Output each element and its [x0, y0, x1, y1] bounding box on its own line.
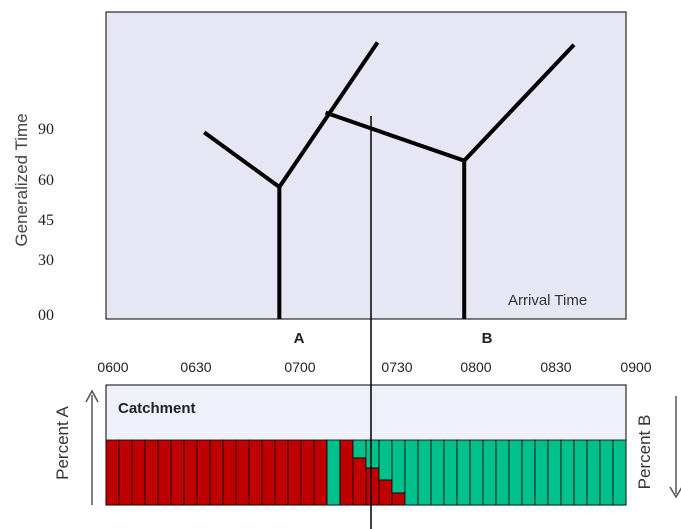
arrow-down-icon [669, 396, 681, 499]
catchment-bar-b [469, 439, 484, 506]
station-b-label: B [482, 330, 493, 347]
time-tick-label: 0700 [284, 359, 315, 375]
catchment-bar-b [443, 439, 458, 506]
catchment-bar-a [118, 439, 133, 506]
catchment-bar-b [430, 439, 445, 506]
catchment-bar-b [365, 439, 380, 469]
top-plot-area [105, 11, 627, 320]
catchment-bar-b [573, 439, 588, 506]
catchment-bar-a [209, 439, 224, 506]
station-a-label: A [294, 330, 305, 347]
catchment-bar-a [261, 439, 276, 506]
catchment-bar-b [417, 439, 432, 506]
catchment-bar-b [404, 439, 419, 506]
catchment-bar-b [391, 439, 406, 494]
time-tick-label: 0800 [460, 359, 491, 375]
catchment-bar-b [521, 439, 536, 506]
catchment-bar-b [586, 439, 601, 506]
catchment-bar-a [183, 439, 198, 506]
time-tick-label: 0730 [381, 359, 412, 375]
catchment-bar-a [157, 439, 172, 506]
catchment-bar-b [326, 439, 341, 506]
y-tick-label: 30 [38, 252, 54, 269]
catchment-bar-b [599, 439, 614, 506]
catchment-bar-a [222, 439, 237, 506]
catchment-bar-a [378, 479, 393, 506]
time-tick-label: 0900 [620, 359, 651, 375]
catchment-bar-b [547, 439, 562, 506]
arrow-up-icon [85, 389, 99, 505]
catchment-bar-a [391, 492, 406, 506]
catchment-bar-b [456, 439, 471, 506]
catchment-bar-a [144, 439, 159, 506]
catchment-bar-a [196, 439, 211, 506]
time-tick-label: 0630 [180, 359, 211, 375]
y-tick-label: 00 [38, 307, 54, 324]
catchment-title: Catchment [118, 400, 196, 417]
series-group [203, 41, 576, 319]
catchment-bar-a [339, 439, 354, 506]
time-tick-label: 0830 [540, 359, 571, 375]
y-tick-label: 90 [38, 121, 54, 138]
catchment-bar-a [235, 439, 250, 506]
y-tick-label: 45 [38, 212, 54, 229]
catchment-bar-a [248, 439, 263, 506]
catchment-bar-a [274, 439, 289, 506]
catchment-bar-a [300, 439, 315, 506]
catchment-bar-a [105, 439, 120, 506]
catchment-bar-a [352, 457, 367, 506]
y-tick-label: 60 [38, 172, 54, 189]
catchment-bar-a [131, 439, 146, 506]
catchment-bar-b [534, 439, 549, 506]
catchment-bar-b [352, 439, 367, 459]
catchment-bar-a [365, 467, 380, 506]
catchment-bar-b [495, 439, 510, 506]
percent-b-label: Percent B [635, 415, 654, 490]
catchment-bar-b [508, 439, 523, 506]
y-axis-label: Generalized Time [12, 113, 31, 246]
catchment-bar-a [170, 439, 185, 506]
catchment-bars [105, 439, 627, 506]
catchment-bar-b [612, 439, 627, 506]
catchment-bar-a [287, 439, 302, 506]
percent-a-label: Percent A [53, 405, 72, 479]
catchment-bar-b [560, 439, 575, 506]
arrival-time-label: Arrival Time [508, 292, 587, 309]
catchment-bar-b [482, 439, 497, 506]
time-tick-label: 0600 [97, 359, 128, 375]
catchment-bar-a [313, 439, 328, 506]
catchment-bar-b [378, 439, 393, 481]
